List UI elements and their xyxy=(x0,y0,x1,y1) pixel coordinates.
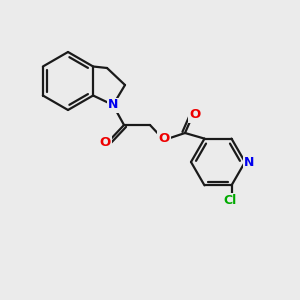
Text: O: O xyxy=(158,133,169,146)
Text: Cl: Cl xyxy=(223,194,236,207)
Text: O: O xyxy=(189,109,201,122)
Text: O: O xyxy=(99,136,111,149)
Text: N: N xyxy=(244,155,254,169)
Text: N: N xyxy=(108,98,118,112)
